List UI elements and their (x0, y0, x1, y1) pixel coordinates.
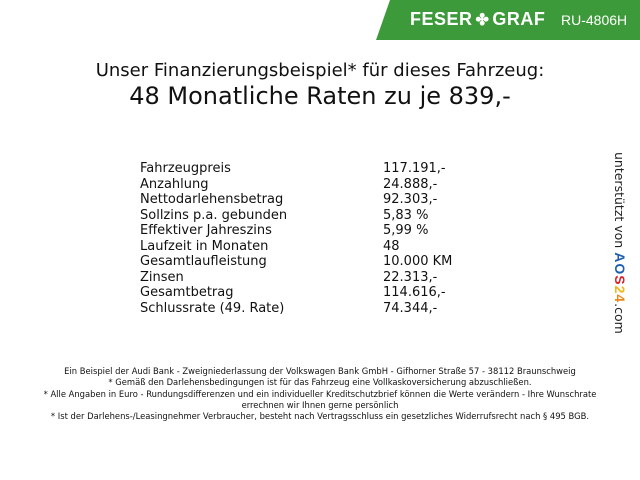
sponsor-suffix: .com (612, 303, 627, 334)
row-value: 114.616,- (383, 285, 446, 300)
footer-line: * Gemäß den Darlehensbedingungen ist für… (108, 377, 532, 388)
row-label: Gesamtlaufleistung (140, 254, 267, 269)
row-value: 5,83 % (383, 207, 429, 223)
row-value: 74.344,- (383, 300, 438, 316)
row-label: Gesamtbetrag (140, 285, 234, 300)
table-row: Anzahlung 24.888,- (140, 177, 460, 193)
clover-icon: ✤ (475, 12, 490, 29)
row-value: 92.303,- (383, 192, 438, 207)
row-label: Nettodarlehensbetrag (140, 192, 284, 207)
row-label: Fahrzeugpreis (140, 161, 231, 176)
row-value: 48 (383, 238, 400, 254)
row-label: Anzahlung (140, 176, 209, 192)
row-value: 5,99 % (383, 223, 429, 238)
vehicle-code: RU-4806H (561, 12, 628, 28)
row-label: Effektiver Jahreszins (140, 223, 272, 238)
table-row: Laufzeit in Monaten 48 (140, 239, 460, 255)
aos24-logo: AOS24 (612, 252, 628, 304)
row-label: Laufzeit in Monaten (140, 238, 269, 254)
row-label: Sollzins p.a. gebunden (140, 207, 288, 223)
footer-line: * Alle Angaben in Euro - Rundungsdiffere… (43, 388, 597, 410)
finance-table: Fahrzeugpreis 117.191,- Anzahlung 24.888,- N… (140, 161, 460, 316)
sponsor-text: unterstützt von (612, 152, 627, 249)
row-label: Schlussrate (49. Rate) (140, 300, 285, 316)
table-row: Zinsen 22.313,- (140, 270, 460, 286)
dealer-banner: FESER ✤ GRAF RU-4806H (376, 0, 640, 40)
table-row: Nettodarlehensbetrag 92.303,- (140, 192, 460, 208)
row-value: 117.191,- (383, 161, 446, 176)
row-value: 24.888,- (383, 176, 438, 192)
table-row: Gesamtbetrag 114.616,- (140, 285, 460, 301)
table-row: Effektiver Jahreszins 5,99 % (140, 223, 460, 239)
legal-footer: Ein Beispiel der Audi Bank - Zweignieder… (30, 366, 610, 422)
row-label: Zinsen (140, 269, 184, 285)
brand-left: FESER (410, 9, 473, 29)
brand-right: GRAF (492, 9, 546, 29)
dealer-logo: FESER ✤ GRAF (410, 9, 545, 30)
table-row: Gesamtlaufleistung 10.000 KM (140, 254, 460, 270)
row-value: 22.313,- (383, 269, 438, 285)
table-row: Fahrzeugpreis 117.191,- (140, 161, 460, 177)
footer-line: Ein Beispiel der Audi Bank - Zweignieder… (64, 366, 576, 376)
footer-line: * Ist der Darlehens-/Leasingnehmer Verbr… (50, 411, 590, 422)
row-value: 10.000 KM (383, 254, 453, 269)
title-monthly-rate: 48 Monatliche Raten zu je 839,- (129, 82, 511, 110)
sponsor-note: unterstützt von AOS24.com (612, 152, 628, 334)
title-line-1: Unser Finanzierungsbeispiel* für dieses … (95, 60, 545, 81)
table-row: Schlussrate (49. Rate) 74.344,- (140, 301, 460, 317)
table-row: Sollzins p.a. gebunden 5,83 % (140, 208, 460, 224)
